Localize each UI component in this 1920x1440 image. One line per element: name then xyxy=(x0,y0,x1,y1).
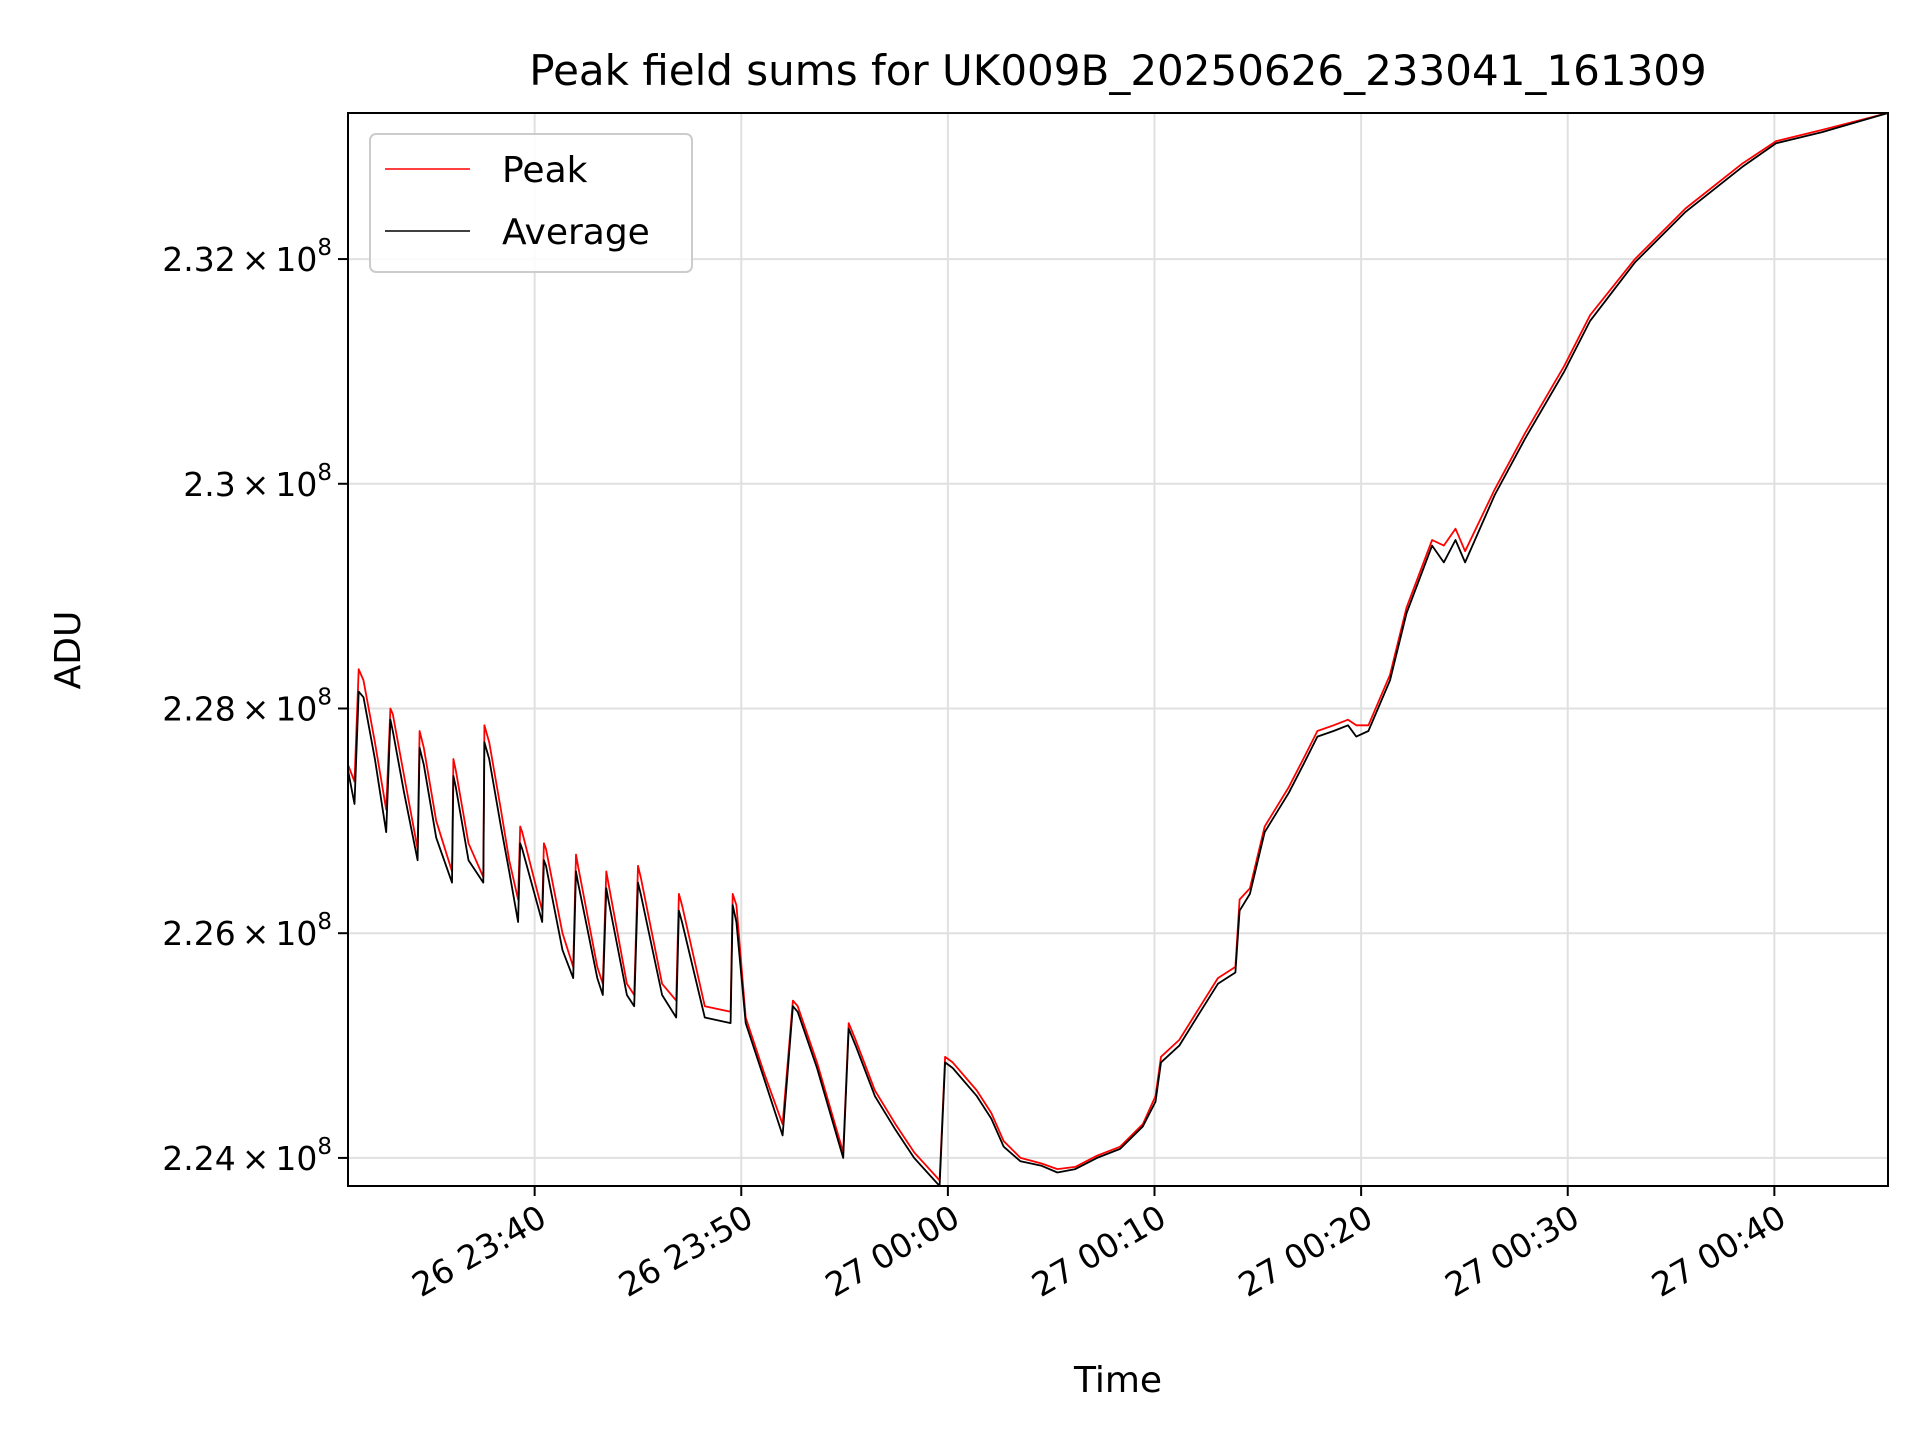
y-tick-times: × xyxy=(242,240,270,279)
y-tick-exponent: 8 xyxy=(317,684,332,710)
y-tick-exponent: 8 xyxy=(317,909,332,935)
plot-frame xyxy=(347,112,1889,1187)
y-tick-times: × xyxy=(242,689,270,728)
y-tick-base: 10 xyxy=(275,240,317,279)
legend: Peak Average xyxy=(369,133,693,273)
y-tick-base: 10 xyxy=(275,914,317,953)
y-tick-base: 10 xyxy=(275,1139,317,1178)
y-tick-base: 10 xyxy=(275,689,317,728)
legend-label-peak: Peak xyxy=(502,150,588,191)
y-tick-exponent: 8 xyxy=(317,1134,332,1160)
y-axis-label: ADU xyxy=(48,611,89,690)
y-tick-times: × xyxy=(242,1139,270,1178)
y-tick-mantissa: 2.3 xyxy=(183,465,235,504)
y-tick-mantissa: 2.24 xyxy=(162,1139,235,1178)
y-tick-mantissa: 2.26 xyxy=(162,914,235,953)
legend-label-average: Average xyxy=(502,212,650,253)
y-tick-label: 2.3 × 108 xyxy=(183,460,332,504)
y-tick-base: 10 xyxy=(275,465,317,504)
y-tick-label: 2.26 × 108 xyxy=(162,909,332,953)
chart-title: Peak field sums for UK009B_20250626_2330… xyxy=(529,46,1707,95)
series-line-average xyxy=(347,112,1889,1187)
y-tick-mantissa: 2.32 xyxy=(162,240,235,279)
y-tick-exponent: 8 xyxy=(317,235,332,261)
y-tick-exponent: 8 xyxy=(317,460,332,486)
y-tick-label: 2.24 × 108 xyxy=(162,1134,332,1178)
y-tick-label: 2.28 × 108 xyxy=(162,684,332,728)
y-tick-mantissa: 2.28 xyxy=(162,689,235,728)
x-axis-label: Time xyxy=(1073,1360,1162,1401)
series-lines xyxy=(347,112,1889,1187)
y-tick-times: × xyxy=(242,465,270,504)
y-tick-times: × xyxy=(242,914,270,953)
y-tick-label: 2.32 × 108 xyxy=(162,235,332,279)
